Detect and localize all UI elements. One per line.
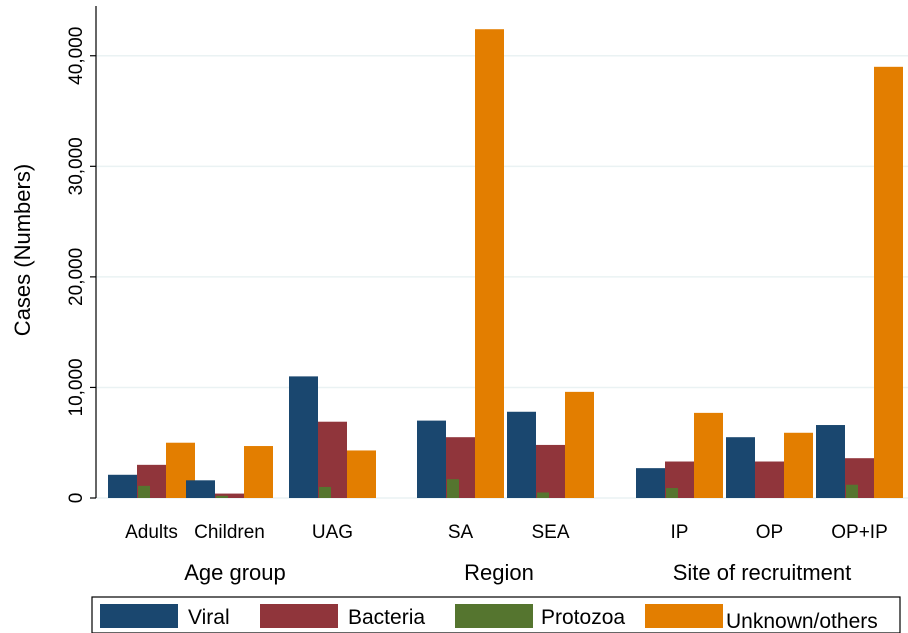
category-label: OP: [756, 522, 783, 543]
bar-viral-op-ip: [816, 425, 845, 498]
group-label: Site of recruitment: [673, 560, 852, 585]
bar-protozoa-adults: [138, 485, 150, 498]
group-label: Region: [464, 560, 534, 585]
bar-protozoa-sea: [537, 492, 549, 498]
legend-swatch: [455, 604, 533, 628]
bar-unknown-others-sea: [565, 391, 594, 498]
y-tick-label: 10,000: [66, 358, 87, 416]
category-label: OP+IP: [831, 522, 888, 543]
category-labels: Adults Children UAG SA SEA IP OP OP+IP: [125, 522, 888, 543]
bar-protozoa-children: [216, 495, 228, 498]
bar-bacteria-children: [215, 493, 244, 498]
bar-viral-op: [726, 437, 755, 498]
bar-bacteria-sea: [536, 444, 565, 498]
legend-swatch: [100, 604, 178, 628]
bar-unknown-others-uag: [347, 450, 376, 498]
y-tick-label: 30,000: [66, 137, 87, 195]
legend-swatch: [260, 604, 338, 628]
category-label: IP: [671, 522, 689, 543]
bar-viral-sea: [507, 411, 536, 498]
bar-protozoa-op-ip: [846, 484, 858, 498]
bar-unknown-others-op-ip: [874, 66, 903, 498]
bar-bacteria-uag: [318, 421, 347, 498]
legend-label: Unknown/others: [726, 610, 878, 633]
y-axis-title: Cases (Numbers): [10, 164, 35, 336]
bar-viral-uag: [289, 376, 318, 498]
bar-unknown-others-children: [244, 446, 273, 498]
category-label: SA: [448, 522, 474, 543]
y-tick-label: 20,000: [66, 248, 87, 306]
legend-label: Viral: [188, 606, 230, 629]
bars: [108, 29, 903, 498]
bar-bacteria-op: [755, 461, 784, 498]
bar-protozoa-uag: [319, 486, 331, 498]
bar-unknown-others-op: [784, 432, 813, 498]
y-tick-label: 0: [66, 493, 87, 504]
legend: Viral Bacteria Protozoa Unknown/others: [91, 596, 901, 633]
category-label: UAG: [312, 522, 353, 543]
y-tick-label: 40,000: [66, 27, 87, 85]
bar-viral-sa: [417, 420, 446, 498]
legend-swatch: [645, 604, 723, 628]
group-label: Age group: [184, 560, 286, 585]
legend-label: Bacteria: [348, 606, 425, 629]
bar-protozoa-ip: [666, 488, 678, 498]
bar-unknown-others-sa: [475, 29, 504, 498]
category-label: Adults: [125, 522, 178, 543]
group-labels: Age group Region Site of recruitment: [184, 560, 851, 585]
bar-viral-children: [186, 480, 215, 498]
category-label: Children: [194, 522, 265, 543]
bar-viral-adults: [108, 474, 137, 498]
y-ticks: 0 10,000 20,000 30,000 40,000: [66, 27, 96, 504]
category-label: SEA: [531, 522, 569, 543]
legend-label: Protozoa: [541, 606, 625, 629]
bar-unknown-others-ip: [694, 412, 723, 498]
bar-viral-ip: [636, 468, 665, 498]
bar-protozoa-sa: [447, 479, 459, 498]
